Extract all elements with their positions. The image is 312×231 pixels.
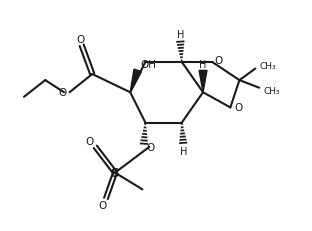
Text: CH₃: CH₃ xyxy=(260,62,276,71)
Polygon shape xyxy=(199,71,207,93)
Text: O: O xyxy=(146,142,155,152)
Text: OH: OH xyxy=(140,60,156,70)
Text: O: O xyxy=(234,103,243,113)
Text: H: H xyxy=(199,60,207,70)
Polygon shape xyxy=(130,70,142,93)
Text: CH₃: CH₃ xyxy=(264,87,280,96)
Text: O: O xyxy=(85,136,93,146)
Text: H: H xyxy=(180,146,187,156)
Text: H: H xyxy=(177,30,184,40)
Text: O: O xyxy=(215,56,223,66)
Text: S: S xyxy=(110,166,118,179)
Text: O: O xyxy=(99,200,107,210)
Text: O: O xyxy=(76,34,84,44)
Text: O: O xyxy=(59,88,67,98)
